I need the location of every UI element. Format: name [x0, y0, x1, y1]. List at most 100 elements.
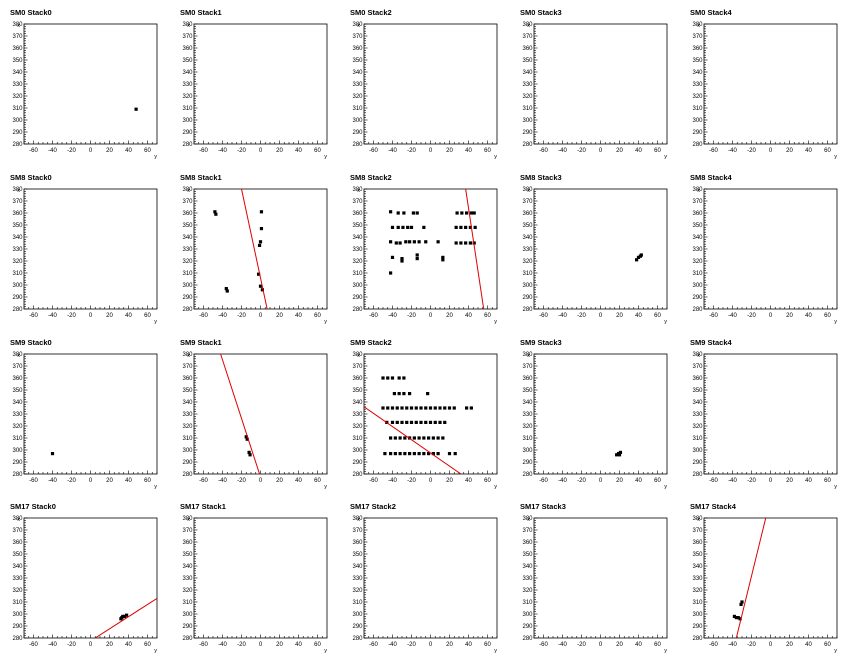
- y-tick-label: 320: [12, 259, 23, 265]
- chart-panel: SM8 Stack0 -60 -40 -20 0 20 40 60 280 290 300 310 32…: [0, 169, 170, 333]
- x-tick-label: 40: [295, 642, 302, 648]
- y-tick-label: 300: [522, 283, 533, 289]
- plot-frame: [363, 188, 498, 310]
- y-tick-label: 300: [182, 448, 193, 454]
- x-tick-label: -60: [709, 478, 718, 484]
- y-tick-label: 330: [522, 576, 533, 582]
- scatter-plot: -60 -40 -20 0 20 40 60 280 290 300 310 320 330 340 350…: [692, 352, 838, 490]
- y-tick-label: 310: [182, 106, 193, 112]
- x-tick-label: -20: [67, 313, 76, 319]
- scatter-plot: -60 -40 -20 0 20 40 60 280 290 300 310 320 330 340 350…: [12, 516, 158, 654]
- y-tick-label: 300: [522, 612, 533, 618]
- y-tick-label: 280: [522, 472, 533, 478]
- y-tick-label: 320: [522, 588, 533, 594]
- data-point: [398, 436, 402, 440]
- scatter-plot: -60 -40 -20 0 20 40 60 280 290 300 310 320 330 340 350…: [12, 352, 158, 490]
- y-axis-title: x: [17, 23, 20, 29]
- data-point: [389, 240, 393, 244]
- chart-panel: SM9 Stack4 -60 -40 -20 0 20 40 60 280 290 300 310 32…: [680, 334, 850, 498]
- y-tick-label: 340: [352, 400, 363, 406]
- data-point: [736, 616, 740, 620]
- x-tick-label: 0: [599, 642, 603, 648]
- data-point: [428, 420, 433, 424]
- y-axis-title: x: [697, 353, 700, 359]
- data-point: [389, 210, 393, 214]
- y-tick-label: 300: [352, 283, 363, 289]
- data-point: [248, 453, 252, 457]
- x-tick-label: 40: [805, 148, 812, 154]
- x-tick-label: 40: [465, 148, 472, 154]
- scatter-plot: -60 -40 -20 0 20 40 60 280 290 300 310 320 330 340 350…: [522, 22, 668, 160]
- y-tick-label: 330: [12, 576, 23, 582]
- chart-panel: SM8 Stack2 -60 -40 -20 0 20 40 60 280 290 300 310 32…: [340, 169, 510, 333]
- x-tick-label: 0: [429, 478, 433, 484]
- x-tick-label: -60: [369, 642, 378, 648]
- y-tick-label: 280: [12, 472, 23, 478]
- y-tick-label: 280: [182, 142, 193, 148]
- data-point: [386, 376, 390, 380]
- data-point: [436, 452, 440, 456]
- y-tick-label: 380: [182, 22, 193, 28]
- y-tick-label: 380: [182, 352, 193, 358]
- data-point: [400, 257, 404, 261]
- x-tick-label: 20: [616, 642, 623, 648]
- y-tick-label: 300: [182, 612, 193, 618]
- y-axis-title: x: [357, 188, 360, 194]
- data-point: [468, 241, 472, 245]
- data-point: [393, 452, 397, 456]
- y-tick-label: 350: [12, 552, 23, 558]
- y-tick-label: 370: [352, 199, 363, 205]
- x-tick-label: -60: [709, 642, 718, 648]
- data-point: [395, 406, 399, 410]
- x-tick-label: 20: [446, 313, 453, 319]
- chart-title: SM9 Stack2: [350, 338, 392, 347]
- x-tick-label: 0: [89, 642, 93, 648]
- x-tick-label: -20: [577, 642, 586, 648]
- data-point: [412, 436, 416, 440]
- x-tick-label: 0: [89, 313, 93, 319]
- y-tick-label: 380: [522, 187, 533, 193]
- y-tick-label: 320: [12, 588, 23, 594]
- y-tick-label: 310: [12, 436, 23, 442]
- x-tick-label: -60: [29, 313, 38, 319]
- data-point: [213, 210, 217, 214]
- x-tick-label: -20: [577, 148, 586, 154]
- x-tick-label: 60: [144, 478, 151, 484]
- chart-title: SM8 Stack0: [10, 173, 52, 182]
- chart-title: SM17 Stack1: [180, 502, 226, 511]
- y-tick-label: 330: [352, 247, 363, 253]
- y-tick-label: 280: [522, 142, 533, 148]
- data-point: [465, 211, 469, 215]
- y-tick-label: 340: [692, 400, 703, 406]
- chart-title: SM0 Stack3: [520, 8, 562, 17]
- y-tick-label: 350: [352, 223, 363, 229]
- chart-panel: SM17 Stack1 -60 -40 -20 0 20 40 60 280 290 300 310 3…: [170, 498, 340, 662]
- y-tick-label: 360: [12, 540, 23, 546]
- x-tick-label: -20: [67, 148, 76, 154]
- data-point: [464, 225, 468, 229]
- plot-frame: [363, 517, 498, 639]
- x-tick-label: 20: [616, 313, 623, 319]
- chart-title: SM17 Stack2: [350, 502, 396, 511]
- y-tick-label: 300: [12, 448, 23, 454]
- fit-line: [94, 597, 157, 638]
- y-tick-label: 350: [692, 388, 703, 394]
- y-tick-label: 280: [12, 142, 23, 148]
- chart-panel: SM8 Stack4 -60 -40 -20 0 20 40 60 280 290 300 310 32…: [680, 169, 850, 333]
- data-point: [738, 617, 742, 621]
- y-tick-label: 280: [352, 636, 363, 642]
- y-tick-label: 310: [692, 436, 703, 442]
- x-tick-label: 0: [259, 313, 263, 319]
- x-tick-label: -40: [48, 148, 57, 154]
- y-tick-label: 310: [182, 271, 193, 277]
- y-tick-label: 350: [12, 388, 23, 394]
- data-point: [123, 614, 127, 618]
- x-tick-label: 20: [106, 478, 113, 484]
- y-axis-title: x: [697, 188, 700, 194]
- y-tick-label: 280: [12, 307, 23, 313]
- y-tick-label: 290: [12, 130, 23, 136]
- data-point: [447, 452, 452, 456]
- y-tick-label: 290: [352, 624, 363, 630]
- x-tick-label: -60: [369, 148, 378, 154]
